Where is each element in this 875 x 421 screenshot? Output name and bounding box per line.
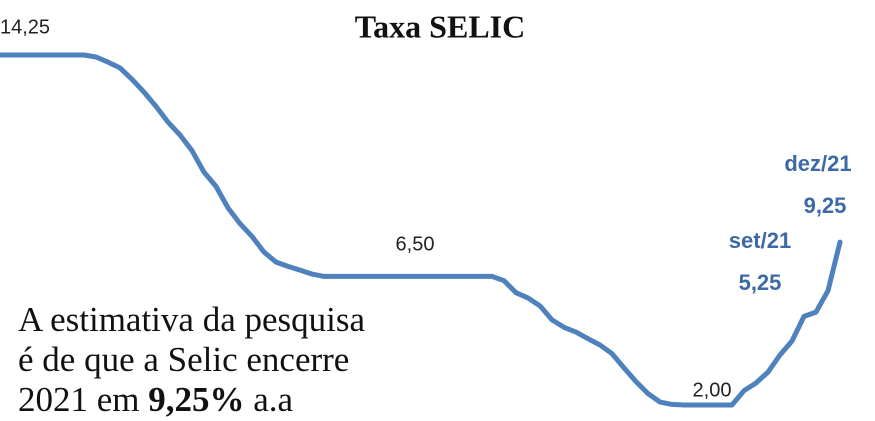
annotation-value: 5,25	[739, 270, 782, 295]
annotation: set/21	[729, 228, 791, 253]
note-line: 2021 em 9,25% a.a	[18, 380, 365, 420]
note-text: a.a	[253, 380, 294, 419]
note: A estimativa da pesquisa é de que a Seli…	[18, 300, 365, 420]
annotation-value: 9,25	[804, 193, 847, 218]
chart-title: Taxa SELIC	[355, 8, 525, 44]
note-highlight: 9,25%	[148, 380, 245, 419]
annotation: 2,00	[693, 379, 732, 401]
note-line: A estimativa da pesquisa	[18, 300, 366, 339]
note-line: é de que a Selic encerre	[18, 340, 350, 379]
line	[0, 52, 843, 408]
annotation: dez/21	[784, 151, 851, 176]
annotation: 14,25	[0, 16, 50, 38]
note-text: 2021 em	[18, 380, 140, 419]
annotation: 6,50	[396, 233, 435, 255]
